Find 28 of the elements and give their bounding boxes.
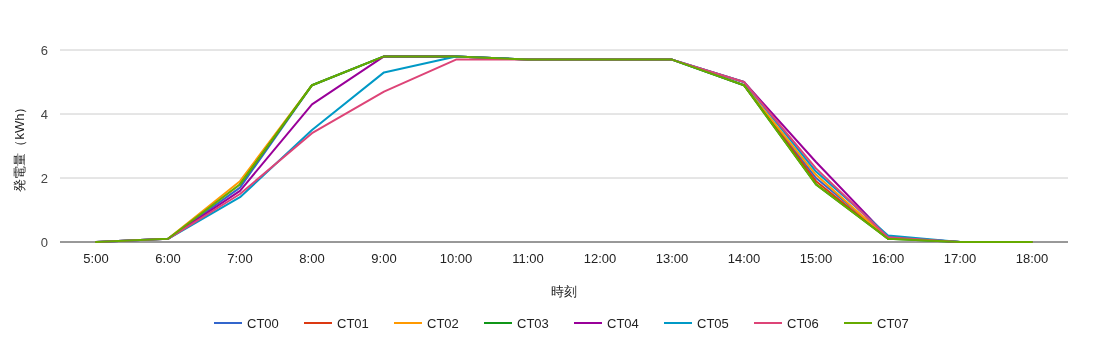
x-tick-label: 9:00 [371, 251, 397, 266]
y-tick-label: 6 [40, 43, 48, 58]
x-tick-label: 18:00 [1015, 251, 1049, 266]
x-tick-label: 15:00 [799, 251, 833, 266]
legend-label: CT00 [247, 316, 279, 331]
x-tick-label: 17:00 [943, 251, 977, 266]
y-tick-label: 2 [40, 171, 48, 186]
y-axis-title: 発電量（kWh） [12, 100, 27, 192]
legend-label: CT05 [697, 316, 729, 331]
legend-label: CT06 [787, 316, 819, 331]
x-tick-label: 12:00 [583, 251, 617, 266]
x-tick-label: 7:00 [227, 251, 253, 266]
legend-label: CT01 [337, 316, 369, 331]
x-tick-label: 5:00 [83, 251, 109, 266]
x-tick-label: 6:00 [155, 251, 181, 266]
legend-label: CT02 [427, 316, 459, 331]
legend-label: CT03 [517, 316, 549, 331]
x-tick-label: 13:00 [655, 251, 689, 266]
y-tick-label: 0 [40, 235, 48, 250]
x-axis-title: 時刻 [551, 284, 577, 299]
legend-label: CT07 [877, 316, 909, 331]
legend-label: CT04 [607, 316, 639, 331]
x-tick-label: 16:00 [871, 251, 905, 266]
x-tick-label: 8:00 [299, 251, 325, 266]
x-tick-label: 10:00 [439, 251, 473, 266]
x-tick-label: 14:00 [727, 251, 761, 266]
y-tick-label: 4 [40, 107, 48, 122]
x-tick-label: 11:00 [512, 251, 544, 266]
